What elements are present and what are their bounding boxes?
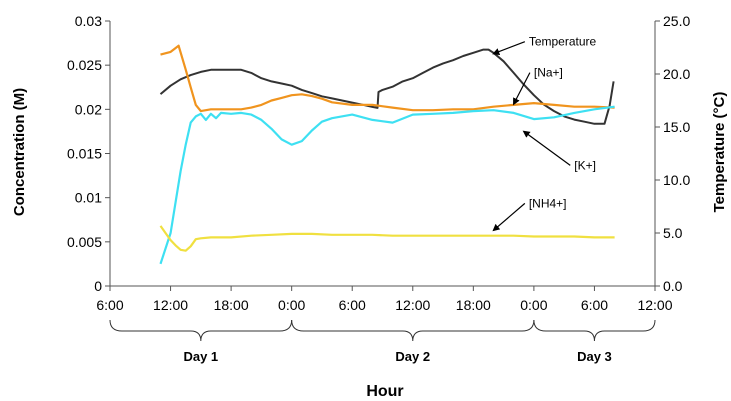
day-label-day-2: Day 2 xyxy=(395,349,430,364)
callout-label-k: [K+] xyxy=(574,158,596,172)
y-tick-label-right: 0.0 xyxy=(663,278,683,294)
series-line-nh4 xyxy=(159,225,615,252)
y-tick-label-left: 0.025 xyxy=(67,57,102,73)
x-tick-label: 0:00 xyxy=(520,297,547,313)
callout-arrow-k xyxy=(522,130,571,166)
series-line-na xyxy=(160,44,615,113)
y-tick-label-left: 0.03 xyxy=(75,13,102,29)
y-tick-label-right: 25.0 xyxy=(663,13,690,29)
day-label-day-1: Day 1 xyxy=(183,349,218,364)
callout-label-na: [Na+] xyxy=(534,66,563,80)
y-tick-label-right: 15.0 xyxy=(663,119,690,135)
y-tick-label-left: 0.015 xyxy=(67,146,102,162)
day-groups: Day 1 Day 2 Day 3 xyxy=(109,319,656,364)
brace-day-1 xyxy=(109,319,293,342)
x-tick-label: 18:00 xyxy=(214,297,249,313)
y-tick-label-left: 0.01 xyxy=(75,190,102,206)
y-tick-label-left: 0.005 xyxy=(67,234,102,250)
x-tick-label: 6:00 xyxy=(581,297,608,313)
y-tick-label-left: 0 xyxy=(94,278,102,294)
x-tick-label: 6:00 xyxy=(96,297,123,313)
series-line-k xyxy=(159,105,615,265)
x-tick-label: 18:00 xyxy=(456,297,491,313)
axes-layer: 0 0.005 0.01 0.015 0.02 0.025 0.03 0.0 5.0 10.0 15… xyxy=(67,13,691,313)
x-tick-label: 6:00 xyxy=(339,297,366,313)
series-layer xyxy=(159,44,615,265)
annotation-layer: Temperature [Na+] [K+] [NH4+] xyxy=(492,35,597,232)
brace-day-3 xyxy=(533,319,656,342)
y-axis-title-right: Temperature (°C) xyxy=(711,92,728,213)
x-tick-label: 0:00 xyxy=(278,297,305,313)
x-tick-label: 12:00 xyxy=(395,297,430,313)
y-tick-label-right: 10.0 xyxy=(663,172,690,188)
brace-day-2 xyxy=(291,319,535,342)
y-tick-label-right: 5.0 xyxy=(663,225,683,241)
callout-label-nh4: [NH4+] xyxy=(529,196,567,210)
callout-label-temperature: Temperature xyxy=(529,35,597,49)
y-axis-title-left: Concentration (M) xyxy=(11,88,28,216)
day-label-day-3: Day 3 xyxy=(577,349,612,364)
callout-arrow-temperature xyxy=(492,41,526,55)
callout-arrow-nh4 xyxy=(492,202,526,232)
x-tick-label: 12:00 xyxy=(637,297,672,313)
x-axis-title: Hour xyxy=(366,383,403,400)
y-tick-label-left: 0.02 xyxy=(75,101,102,117)
x-tick-label: 12:00 xyxy=(153,297,188,313)
callout-arrow-na xyxy=(513,72,531,106)
y-tick-label-right: 20.0 xyxy=(663,66,690,82)
